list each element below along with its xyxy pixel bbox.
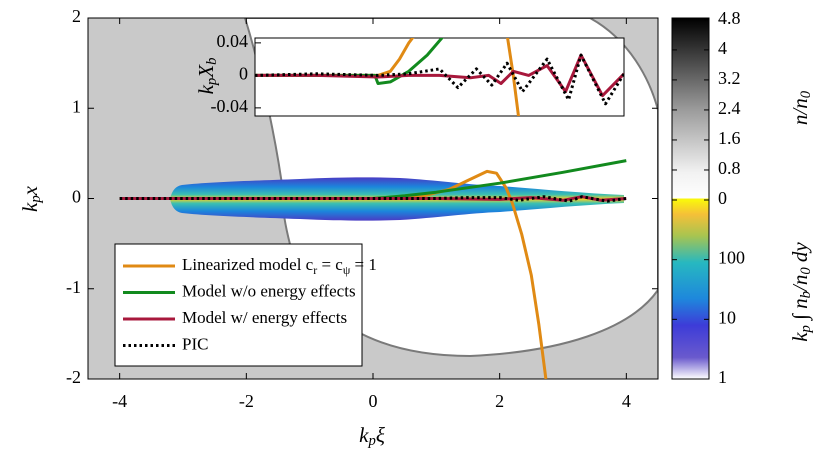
legend-label: PIC [182,334,208,353]
colorbar-tick-label: 4.8 [718,8,741,28]
legend-label: Model w/o energy effects [182,281,356,300]
y-tick-label: 0.04 [217,31,249,51]
x-tick-label: 0 [369,391,378,411]
y-tick-label: 2 [72,6,81,26]
y-tick-label: -1 [66,277,81,297]
colorbar-label: kp ∫ nb/n0 dy [788,242,815,342]
colorbar-tick-label: 1 [718,367,727,387]
colorbar-tick-label: 4 [718,38,727,58]
colorbar-tick-label: 100 [718,248,745,268]
y-tick-label: -0.04 [211,96,249,116]
series-line [255,38,444,85]
colorbar-tick-label: 0.8 [718,158,741,178]
colorbar-gray [672,18,709,200]
colorbar-tick-label: 10 [718,307,736,327]
plot-area [119,159,627,379]
colorbar-label: n/n0 [788,90,815,125]
x-tick-label: -2 [239,391,254,411]
colorbar-frame [671,17,710,380]
colorbar-tick-label: 3.2 [718,68,741,88]
colorbar-parula [672,200,709,379]
x-tick-label: -4 [112,391,127,411]
y-tick-label: 0 [72,187,81,207]
inset-y-label: kpXb [194,58,221,95]
x-tick-label: 2 [495,391,504,411]
colorbar-tick-label: 2.4 [718,98,741,118]
legend-label: Model w/ energy effects [182,308,347,327]
plot-area [255,38,624,116]
y-tick-label: 0 [239,64,248,84]
series-line [255,53,624,106]
y-tick-label: -2 [66,367,81,387]
legend-label: Linearized model cr = cψ = 1 [182,255,377,277]
series-line [255,53,624,98]
y-tick-label: 1 [72,96,81,116]
x-axis-label: kpξ [359,423,385,450]
colorbar-tick-label: 0 [718,188,727,208]
x-tick-label: 4 [622,391,631,411]
y-axis-label: kpx [18,185,45,212]
series-line [119,195,627,203]
colorbar-tick-label: 1.6 [718,128,741,148]
inset-frame [254,37,625,117]
